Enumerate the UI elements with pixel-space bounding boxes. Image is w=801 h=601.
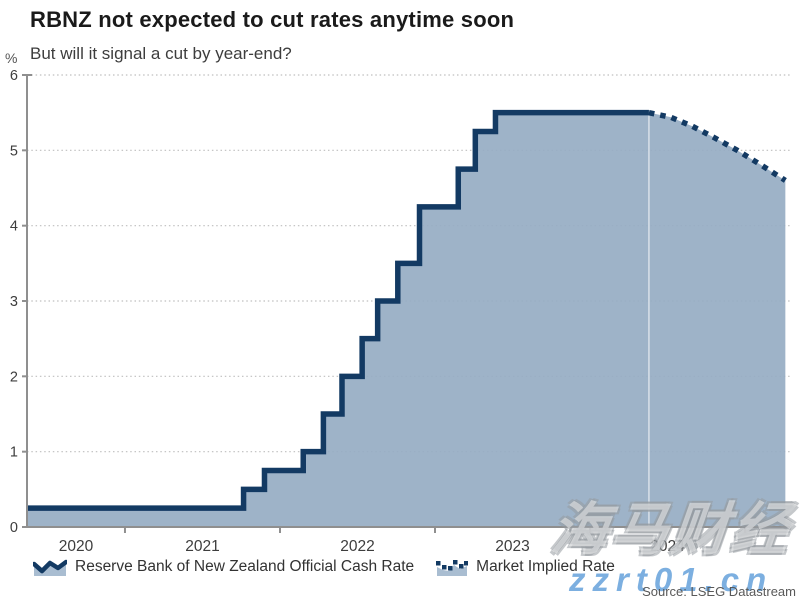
legend-label-implied: Market Implied Rate bbox=[476, 558, 615, 575]
legend-item-implied: Market Implied Rate bbox=[436, 558, 615, 577]
area-fill bbox=[27, 112, 786, 528]
source-attribution: Source: LSEG Datastream bbox=[642, 584, 796, 599]
x-tick-label-2022: 2022 bbox=[340, 538, 374, 555]
chart-legend: Reserve Bank of New Zealand Official Cas… bbox=[33, 557, 615, 577]
y-tick-label-4: 4 bbox=[10, 219, 18, 235]
x-tick-label-2024: 2024 bbox=[650, 538, 685, 555]
x-tick-label-2023: 2023 bbox=[495, 538, 529, 555]
y-tick-label-1: 1 bbox=[10, 445, 18, 461]
y-tick-label-0: 0 bbox=[10, 520, 18, 536]
page-title: RBNZ not expected to cut rates anytime s… bbox=[30, 7, 515, 32]
legend-label-ocr: Reserve Bank of New Zealand Official Cas… bbox=[75, 558, 415, 575]
y-tick-label-6: 6 bbox=[10, 68, 18, 84]
y-tick-label-3: 3 bbox=[10, 294, 18, 310]
ocr-step-line bbox=[27, 109, 649, 511]
chart-subtitle: But will it signal a cut by year-end? bbox=[30, 44, 292, 63]
y-axis-unit-label: % bbox=[5, 50, 18, 66]
market-implied-line bbox=[648, 109, 787, 183]
y-tick-label-2: 2 bbox=[10, 369, 18, 385]
y-tick-label-5: 5 bbox=[10, 143, 18, 159]
solid-area-line-icon bbox=[33, 559, 67, 576]
x-tick-label-2021: 2021 bbox=[185, 538, 219, 555]
legend-item-ocr: Reserve Bank of New Zealand Official Cas… bbox=[33, 557, 414, 577]
x-tick-label-2020: 2020 bbox=[59, 538, 94, 555]
dotted-line-icon bbox=[436, 559, 469, 576]
